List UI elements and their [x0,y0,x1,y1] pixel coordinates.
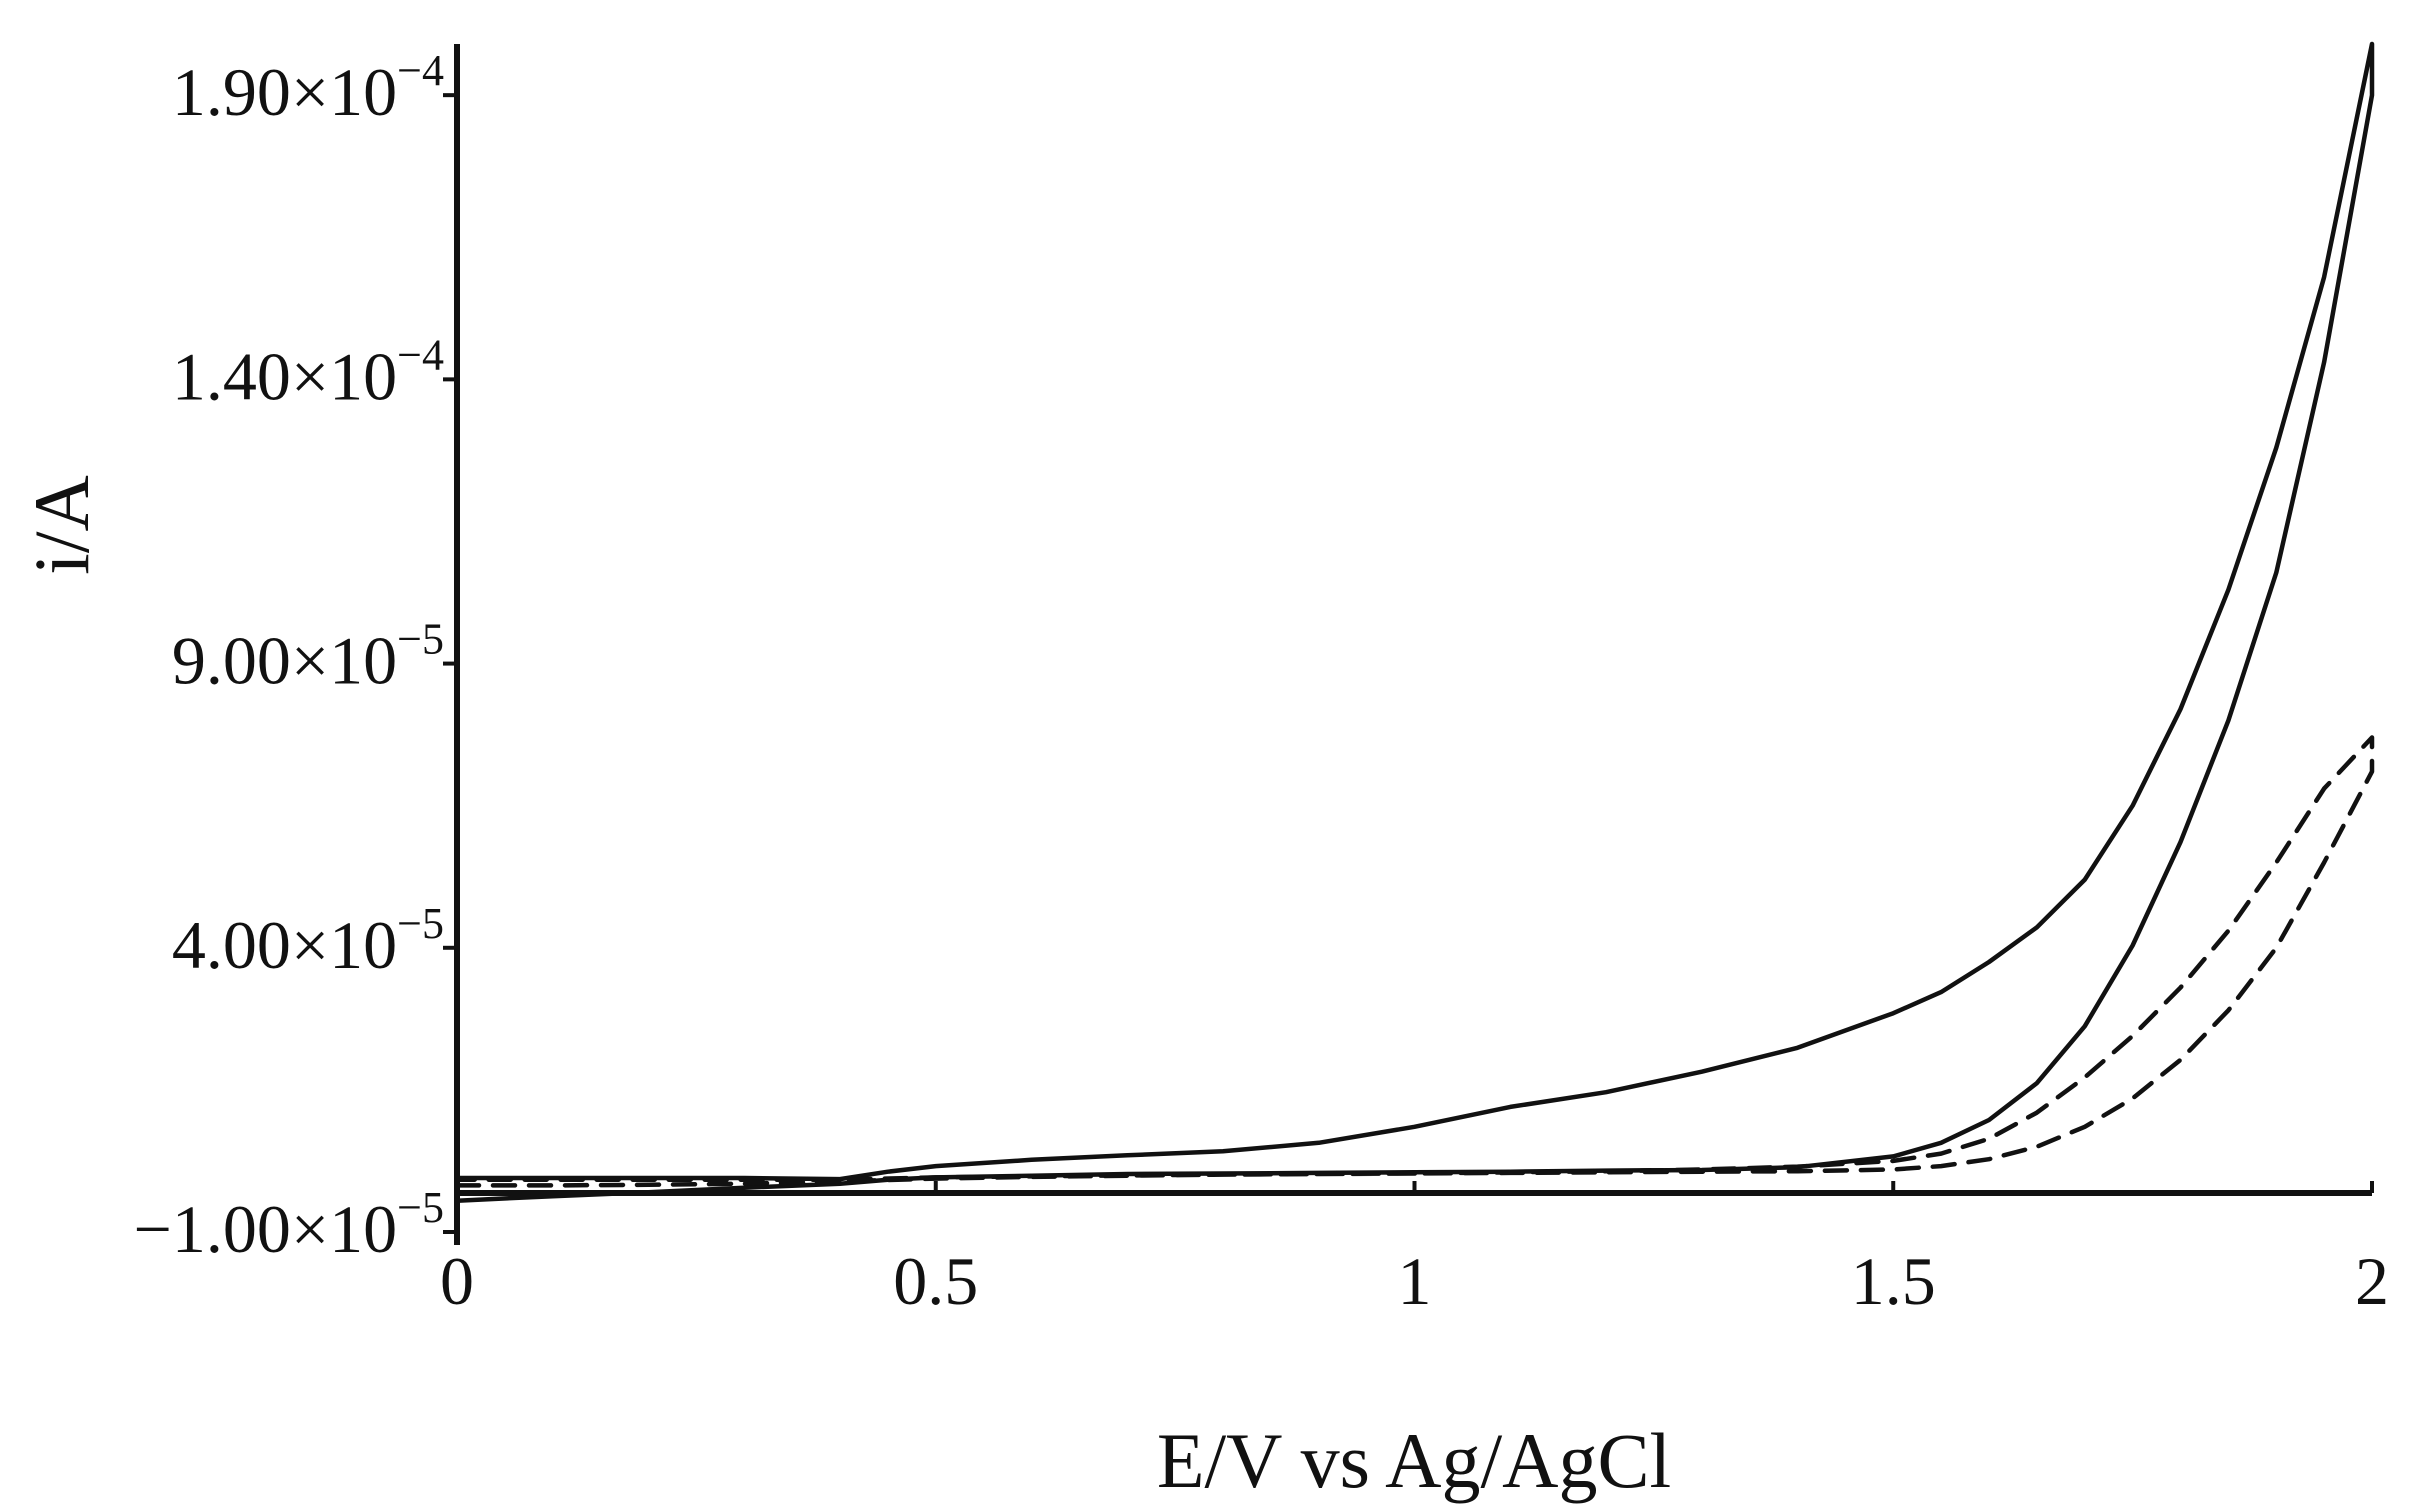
x-tick-label: 0 [440,1243,474,1319]
x-tick-label: 1.5 [1851,1243,1936,1319]
x-axis-title: E/V vs Ag/AgCl [1157,1417,1671,1504]
y-tick-label: 4.00×10−5 [172,899,444,983]
x-tick-label: 0.5 [893,1243,978,1319]
x-tick-label: 1 [1398,1243,1432,1319]
y-axis-title: i/A [18,475,105,575]
plot-curves [454,41,2375,1203]
series-2-dashed-line [454,735,2375,1188]
y-tick-label: 9.00×10−5 [172,615,444,699]
x-tick-label: 2 [2355,1243,2389,1319]
series-1-solid-line [454,41,2375,1203]
x-axis-ticks: 0 0.5 1 1.5 2 [440,1181,2389,1319]
y-tick-label: 1.40×10−4 [172,330,444,414]
y-tick-label: 1.90×10−4 [172,46,444,130]
y-tick-label: −1.00×10−5 [133,1183,444,1267]
y-axis-ticks: −1.00×10−5 4.00×10−5 9.00×10−5 1.40×10−4 1.9… [133,46,457,1267]
